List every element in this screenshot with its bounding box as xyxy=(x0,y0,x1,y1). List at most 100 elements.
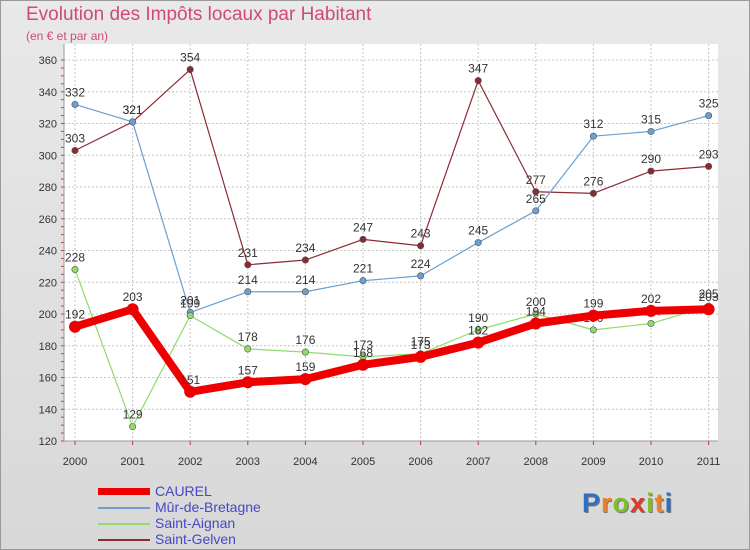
y-tick-label: 320 xyxy=(39,119,57,131)
y-tick-label: 140 xyxy=(39,404,57,416)
y-tick-label: 220 xyxy=(39,277,57,289)
data-label-saint-gelven: 277 xyxy=(526,173,546,187)
data-label-saint-gelven: 290 xyxy=(641,152,661,166)
data-point-saint-gelven xyxy=(359,235,367,243)
data-label-saint-gelven: 234 xyxy=(295,241,315,255)
data-point-mur-de-bretagne xyxy=(647,127,655,135)
data-point-saint-gelven xyxy=(532,188,540,196)
data-point-saint-gelven xyxy=(647,167,655,175)
data-point-caurel xyxy=(645,304,657,317)
x-tick-label: 2009 xyxy=(581,456,605,468)
data-label-caurel: 203 xyxy=(699,290,719,304)
data-point-saint-gelven xyxy=(705,162,713,170)
data-label-saint-gelven: 321 xyxy=(123,103,143,117)
legend-swatch-saint-aignan xyxy=(98,523,150,525)
data-point-saint-gelven xyxy=(244,261,252,269)
data-label-saint-gelven: 354 xyxy=(180,51,200,65)
data-label-mur-de-bretagne: 245 xyxy=(468,224,488,238)
data-label-saint-gelven: 293 xyxy=(699,147,719,161)
data-point-caurel xyxy=(587,309,600,322)
data-point-caurel xyxy=(299,373,312,386)
data-point-saint-aignan xyxy=(647,320,655,328)
data-point-caurel xyxy=(472,336,485,349)
data-label-saint-aignan: 129 xyxy=(123,408,143,422)
legend-swatch-caurel xyxy=(98,488,150,495)
y-tick-label: 160 xyxy=(39,373,57,385)
data-point-saint-gelven xyxy=(417,242,425,250)
x-tick-label: 2007 xyxy=(466,456,490,468)
data-label-caurel: 173 xyxy=(411,338,431,352)
data-label-saint-gelven: 303 xyxy=(65,131,85,145)
data-point-mur-de-bretagne xyxy=(71,100,79,108)
data-label-mur-de-bretagne: 214 xyxy=(238,273,258,287)
data-label-mur-de-bretagne: 265 xyxy=(526,192,546,206)
data-label-saint-gelven: 243 xyxy=(411,227,431,241)
data-point-mur-de-bretagne xyxy=(474,239,482,247)
y-tick-label: 180 xyxy=(39,341,57,353)
x-tick-label: 2004 xyxy=(293,456,317,468)
data-label-caurel: 182 xyxy=(468,324,488,338)
data-point-saint-gelven xyxy=(474,77,482,85)
legend-label-caurel: CAUREL xyxy=(155,483,212,499)
data-point-caurel xyxy=(126,303,139,316)
data-point-mur-de-bretagne xyxy=(244,288,252,296)
data-point-saint-aignan xyxy=(186,312,194,320)
legend-label-mur-de-bretagne: Mûr-de-Bretagne xyxy=(155,499,261,515)
data-label-mur-de-bretagne: 214 xyxy=(295,273,315,287)
logo-letter: r xyxy=(601,488,613,518)
data-label-caurel: 157 xyxy=(238,363,258,377)
legend-item-saint-aignan: Saint-Aignan xyxy=(98,515,398,532)
series-line-caurel xyxy=(71,305,713,396)
series-line-saint-aignan xyxy=(74,268,710,428)
chart-subtitle: (en € et par an) xyxy=(26,29,109,43)
data-label-caurel: 159 xyxy=(295,360,315,374)
x-tick-label: 2002 xyxy=(178,456,202,468)
data-point-saint-gelven xyxy=(71,146,79,154)
y-tick-label: 300 xyxy=(39,150,57,162)
data-point-saint-aignan xyxy=(301,348,309,356)
data-point-saint-aignan xyxy=(474,326,482,334)
x-tick-label: 2011 xyxy=(697,456,721,468)
y-tick-label: 240 xyxy=(39,246,57,258)
data-label-saint-aignan: 200 xyxy=(526,295,546,309)
data-point-saint-gelven xyxy=(589,189,597,197)
data-point-mur-de-bretagne xyxy=(705,112,713,120)
data-label-mur-de-bretagne: 321 xyxy=(123,103,143,117)
data-label-caurel: 199 xyxy=(583,297,603,311)
data-label-saint-aignan: 173 xyxy=(353,338,373,352)
data-label-caurel: 202 xyxy=(641,292,661,306)
x-tick-label: 2000 xyxy=(63,456,87,468)
data-point-saint-aignan xyxy=(589,326,597,334)
logo-letter: o xyxy=(612,488,631,518)
data-label-caurel: 168 xyxy=(353,346,373,360)
x-tick-label: 2008 xyxy=(524,456,548,468)
data-label-saint-gelven: 347 xyxy=(468,62,488,76)
data-point-caurel xyxy=(414,350,427,363)
legend-swatch-saint-gelven xyxy=(98,539,150,541)
data-label-mur-de-bretagne: 224 xyxy=(411,257,431,271)
data-point-mur-de-bretagne xyxy=(589,132,597,140)
series-line-mur-de-bretagne xyxy=(74,103,710,314)
data-point-caurel xyxy=(357,358,369,371)
y-tick-label: 120 xyxy=(39,436,57,448)
logo-letter: i xyxy=(646,488,655,518)
logo-letter: x xyxy=(630,488,647,518)
data-label-mur-de-bretagne: 201 xyxy=(180,293,200,307)
data-point-mur-de-bretagne xyxy=(359,277,367,285)
chart-title: Evolution des Impôts locaux par Habitant xyxy=(26,4,372,25)
logo-letter: t xyxy=(654,488,665,518)
legend-item-saint-gelven: Saint-Gelven xyxy=(98,531,398,548)
legend-label-saint-gelven: Saint-Gelven xyxy=(155,531,236,547)
data-label-mur-de-bretagne: 315 xyxy=(641,112,661,126)
y-tick-label: 360 xyxy=(39,55,57,67)
data-point-mur-de-bretagne xyxy=(301,288,309,296)
data-point-caurel xyxy=(69,320,81,333)
legend-item-mur-de-bretagne: Mûr-de-Bretagne xyxy=(98,499,398,516)
legend: CAUREL Mûr-de-Bretagne Saint-Aignan Sain… xyxy=(98,483,398,548)
legend-swatch-mur-de-bretagne xyxy=(98,507,150,509)
legend-item-caurel: CAUREL xyxy=(98,483,398,500)
data-label-saint-gelven: 276 xyxy=(583,174,603,188)
data-label-saint-aignan: 190 xyxy=(468,311,488,325)
data-label-saint-gelven: 231 xyxy=(238,246,258,260)
